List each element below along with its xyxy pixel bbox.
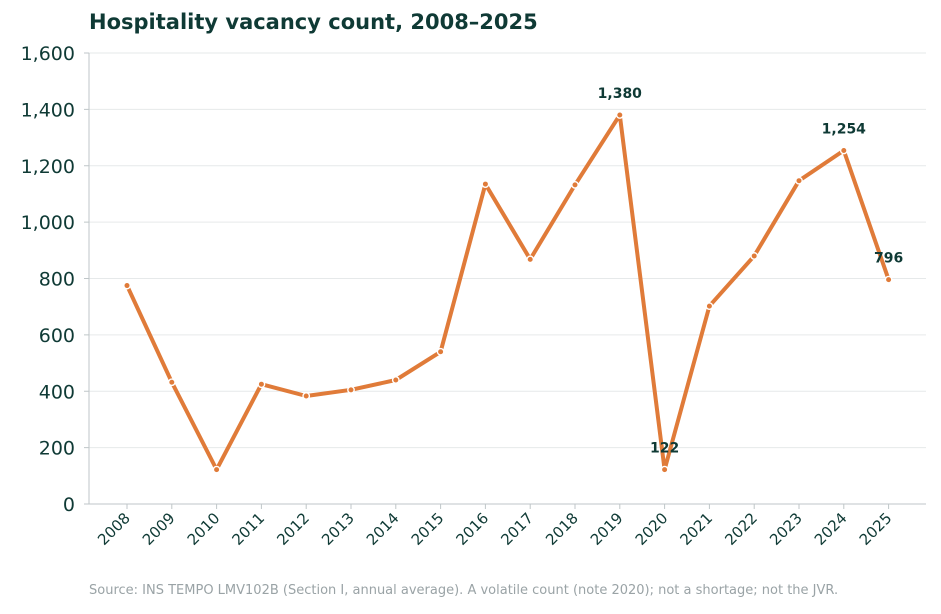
data-point: [884, 275, 893, 284]
data-point: [705, 302, 714, 311]
data-point: [167, 378, 176, 387]
x-tick-label: 2018: [542, 509, 582, 549]
data-point: [391, 376, 400, 384]
series-line: [125, 113, 891, 472]
data-point: [302, 392, 311, 400]
data-point: [571, 181, 579, 189]
source-note: Source: INS TEMPO LMV102B (Section I, an…: [89, 583, 839, 598]
x-tick-label: 2025: [856, 509, 896, 549]
x-tick-label: 2015: [408, 509, 448, 549]
x-tick-label: 2016: [452, 509, 492, 549]
x-tick-label: 2014: [363, 509, 403, 549]
gridlines: [89, 52, 926, 449]
y-tick-label: 1,600: [21, 43, 75, 65]
x-tick-label: 2022: [721, 509, 761, 549]
x-tick-labels: 2008 2009 2010 2011 2012 2013 2014 2015 2016 2017…: [94, 509, 895, 549]
x-tick-label: 2008: [94, 509, 134, 549]
y-tick-label: 1,000: [21, 212, 75, 234]
data-point: [481, 180, 490, 188]
chart-title: Hospitality vacancy count, 2008–2025: [89, 10, 538, 34]
data-points: [123, 111, 893, 474]
series: [125, 113, 891, 472]
data-label: 1,254: [822, 122, 867, 138]
x-tick-label: 2019: [587, 509, 627, 549]
y-tick-label: 600: [39, 325, 75, 347]
data-point: [615, 111, 624, 119]
data-labels: 1,380 122 1,254 796: [598, 86, 904, 457]
x-tick-label: 2012: [273, 509, 313, 549]
y-tick-label: 200: [39, 438, 75, 460]
y-tick-labels: 0 200 400 600 800 1,000 1,200 1,400 1,600: [21, 43, 75, 516]
data-point: [526, 255, 535, 264]
axes: [84, 52, 926, 509]
y-tick-label: 1,200: [21, 156, 75, 178]
y-tick-label: 800: [39, 269, 75, 291]
data-point: [347, 385, 355, 394]
x-tick-label: 2017: [497, 509, 537, 549]
data-point: [212, 465, 221, 474]
x-tick-label: 2023: [766, 509, 806, 549]
x-tick-label: 2021: [676, 509, 716, 549]
data-point: [750, 252, 759, 260]
x-tick-label: 2013: [318, 509, 358, 549]
y-tick-label: 1,400: [21, 99, 75, 121]
data-label: 796: [874, 251, 903, 267]
x-tick-label: 2024: [811, 509, 851, 549]
x-tick-label: 2009: [139, 509, 179, 549]
x-tick-label: 2011: [228, 509, 268, 549]
data-point: [123, 281, 131, 290]
y-tick-label: 400: [39, 381, 75, 403]
x-tick-label: 2020: [632, 509, 672, 549]
data-point: [795, 176, 803, 185]
y-tick-label: 0: [63, 494, 75, 516]
data-point: [660, 465, 669, 474]
data-point: [257, 380, 266, 389]
x-tick-label: 2010: [184, 509, 224, 549]
data-point: [436, 347, 445, 356]
data-point: [839, 146, 848, 155]
data-label: 1,380: [598, 86, 643, 102]
data-label: 122: [650, 441, 679, 457]
